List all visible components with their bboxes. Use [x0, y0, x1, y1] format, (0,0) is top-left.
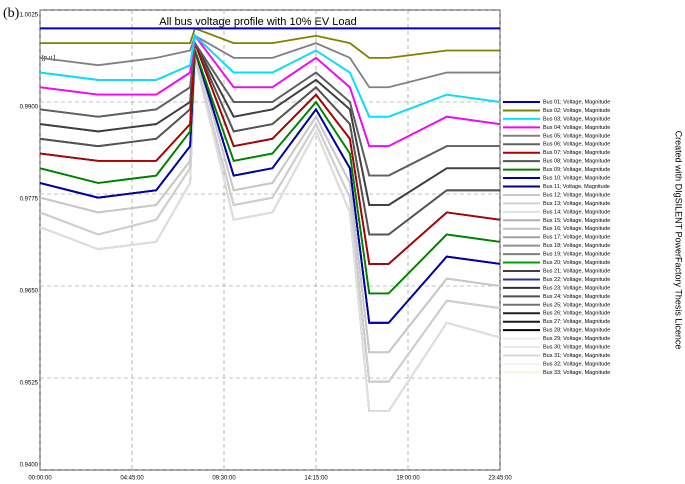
legend-label: Bus 15; Voltage, Magnitude [543, 218, 610, 224]
legend-label: Bus 07; Voltage, Magnitude [543, 150, 610, 156]
series-line [39, 50, 501, 295]
series-line [39, 57, 501, 413]
series-line [39, 39, 500, 206]
legend-label: Bus 19; Voltage, Magnitude [543, 252, 610, 258]
legend-label: Bus 05; Voltage, Magnitude [543, 133, 610, 139]
legend-label: Bus 03; Voltage, Magnitude [543, 116, 610, 122]
series-line [39, 42, 501, 265]
chart-title: All bus voltage profile with 10% EV Load [159, 16, 357, 28]
legend-label: Bus 06; Voltage, Magnitude [543, 142, 610, 148]
legend-label: Bus 22; Voltage, Magnitude [543, 277, 610, 283]
legend-label: Bus 33; Voltage, Magnitude [543, 370, 610, 376]
series-line [39, 57, 501, 383]
legend-label: Bus 29; Voltage, Magnitude [543, 336, 610, 342]
y-tick-label: 0.9650 [20, 289, 39, 295]
y-tick-label: 0.9775 [20, 197, 39, 203]
x-tick-label: 04:45:00 [120, 476, 144, 482]
legend-label: Bus 27; Voltage, Magnitude [543, 319, 610, 325]
legend-label: Bus 32; Voltage, Magnitude [543, 361, 610, 367]
y-tick-label: 1.0025 [20, 13, 39, 19]
legend-label: Bus 28; Voltage, Magnitude [543, 328, 610, 334]
x-tick-label: 00:00:00 [28, 476, 52, 482]
legend-label: Bus 18; Voltage, Magnitude [543, 243, 610, 249]
legend-label: Bus 25; Voltage, Magnitude [543, 302, 610, 308]
legend-label: Bus 09; Voltage, Magnitude [543, 167, 610, 173]
legend-label: Bus 21; Voltage, Magnitude [543, 268, 610, 274]
x-tick-label: 09:30:00 [212, 476, 236, 482]
x-tick-label: 23:45:00 [488, 476, 512, 482]
legend-label: Bus 02; Voltage, Magnitude [543, 108, 610, 114]
series-line [39, 34, 500, 89]
legend-label: Bus 11; Voltage, Magnitude [543, 184, 610, 190]
series-line [39, 40, 500, 177]
y-tick-label: 0.9900 [20, 105, 39, 111]
panel-label: (b) [3, 6, 20, 21]
legend-label: Bus 14; Voltage, Magnitude [543, 209, 610, 215]
legend-label: Bus 23; Voltage, Magnitude [543, 285, 610, 291]
legend-label: Bus 17; Voltage, Magnitude [543, 235, 610, 241]
y-tick-label: 0.9400 [20, 463, 39, 469]
legend-label: Bus 10; Voltage, Magnitude [543, 176, 610, 182]
legend-label: Bus 31; Voltage, Magnitude [543, 353, 610, 359]
series-line [40, 27, 500, 59]
legend-label: Bus 04; Voltage, Magnitude [543, 125, 610, 131]
plot-frame [39, 9, 501, 471]
legend-label: Bus 24; Voltage, Magnitude [543, 294, 610, 300]
legend-label: Bus 01; Voltage, Magnitude [543, 99, 610, 105]
legend-label: Bus 08; Voltage, Magnitude [543, 159, 610, 165]
series-line [39, 33, 501, 118]
legend-label: Bus 26; Voltage, Magnitude [543, 311, 610, 317]
legend-label: Bus 13; Voltage, Magnitude [543, 201, 610, 207]
legend-label: Bus 20; Voltage, Magnitude [543, 260, 610, 266]
series-line [39, 50, 501, 324]
legend-label: Bus 16; Voltage, Magnitude [543, 226, 610, 232]
x-tick-label: 14:15:00 [304, 476, 328, 482]
series-line [39, 33, 501, 148]
legend-label: Bus 30; Voltage, Magnitude [543, 345, 610, 351]
legend-label: Bus 12; Voltage, Magnitude [543, 192, 610, 198]
y-tick-label: 0.9525 [20, 381, 39, 387]
x-tick-label: 19:00:00 [396, 476, 420, 482]
side-note: Created with DIgSILENT PowerFactory Thes… [674, 131, 684, 350]
series-line [39, 50, 501, 354]
series-line [39, 42, 500, 236]
